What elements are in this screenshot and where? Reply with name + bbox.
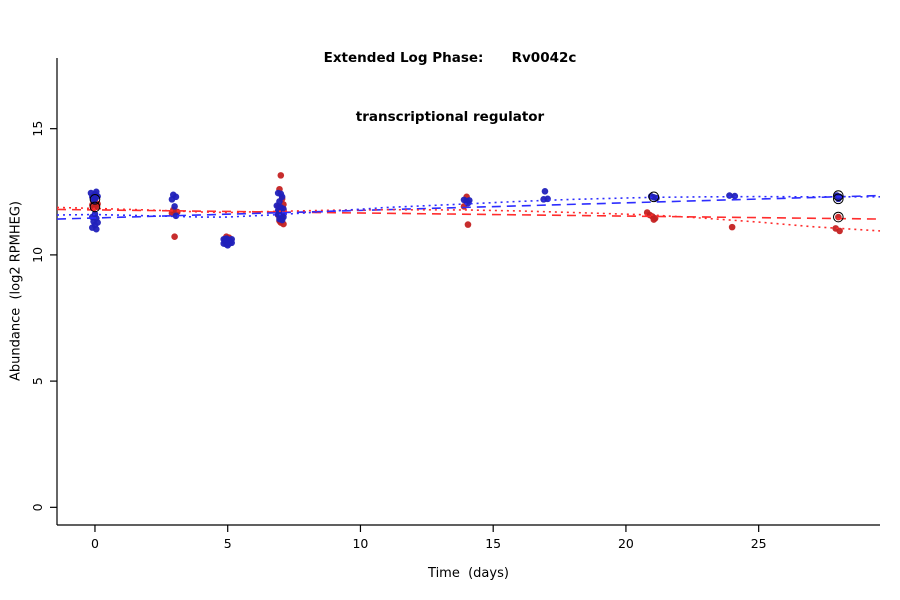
x-tick-label: 0	[91, 536, 99, 551]
x-tick-label: 20	[618, 536, 634, 551]
y-tick-label: 15	[30, 121, 45, 137]
data-point	[224, 242, 232, 249]
data-point	[464, 221, 472, 228]
red-condition-points	[89, 172, 843, 245]
blue-linear-fit	[56, 194, 881, 220]
data-point	[277, 172, 285, 179]
data-point	[726, 192, 733, 199]
y-axis-label: Abundance (log2 RPMHEG)	[8, 200, 24, 382]
chart-title-block: Extended Log Phase: Rv0042c transcriptio…	[0, 10, 900, 167]
blue-condition-points	[87, 187, 843, 249]
red-linear-fit	[56, 208, 881, 220]
outlined-point-marker	[648, 191, 660, 203]
data-point	[728, 223, 736, 231]
outlined-point-marker	[833, 190, 844, 201]
x-axis-label: Time (days)	[428, 566, 509, 581]
data-point	[541, 187, 549, 195]
data-point	[650, 216, 658, 223]
x-tick-label: 10	[352, 536, 368, 551]
outlined-point-marker	[89, 201, 101, 213]
x-tick-label: 5	[224, 536, 232, 551]
y-tick-label: 10	[30, 247, 45, 263]
axes: 0 5 10 15 20 25 0 5 10 15	[30, 58, 880, 551]
data-point	[171, 233, 178, 241]
chart-title: Extended Log Phase: Rv0042c	[323, 50, 577, 67]
x-tick-label: 15	[485, 536, 501, 551]
data-point	[92, 225, 100, 233]
outlined-point-marker	[833, 193, 844, 205]
data-point	[464, 199, 472, 207]
chart-subtitle: transcriptional regulator	[355, 108, 545, 125]
data-point	[172, 212, 180, 220]
data-point	[171, 203, 178, 210]
outlined-point-marker	[89, 194, 101, 205]
data-point	[836, 227, 843, 235]
y-tick-label: 0	[30, 503, 45, 511]
data-point	[540, 196, 547, 203]
x-tick-label: 25	[751, 536, 767, 551]
data-point	[278, 216, 286, 224]
y-tick-label: 5	[30, 377, 45, 385]
outlined-points	[89, 190, 844, 223]
outlined-point-marker	[833, 211, 844, 223]
data-point	[168, 196, 176, 203]
